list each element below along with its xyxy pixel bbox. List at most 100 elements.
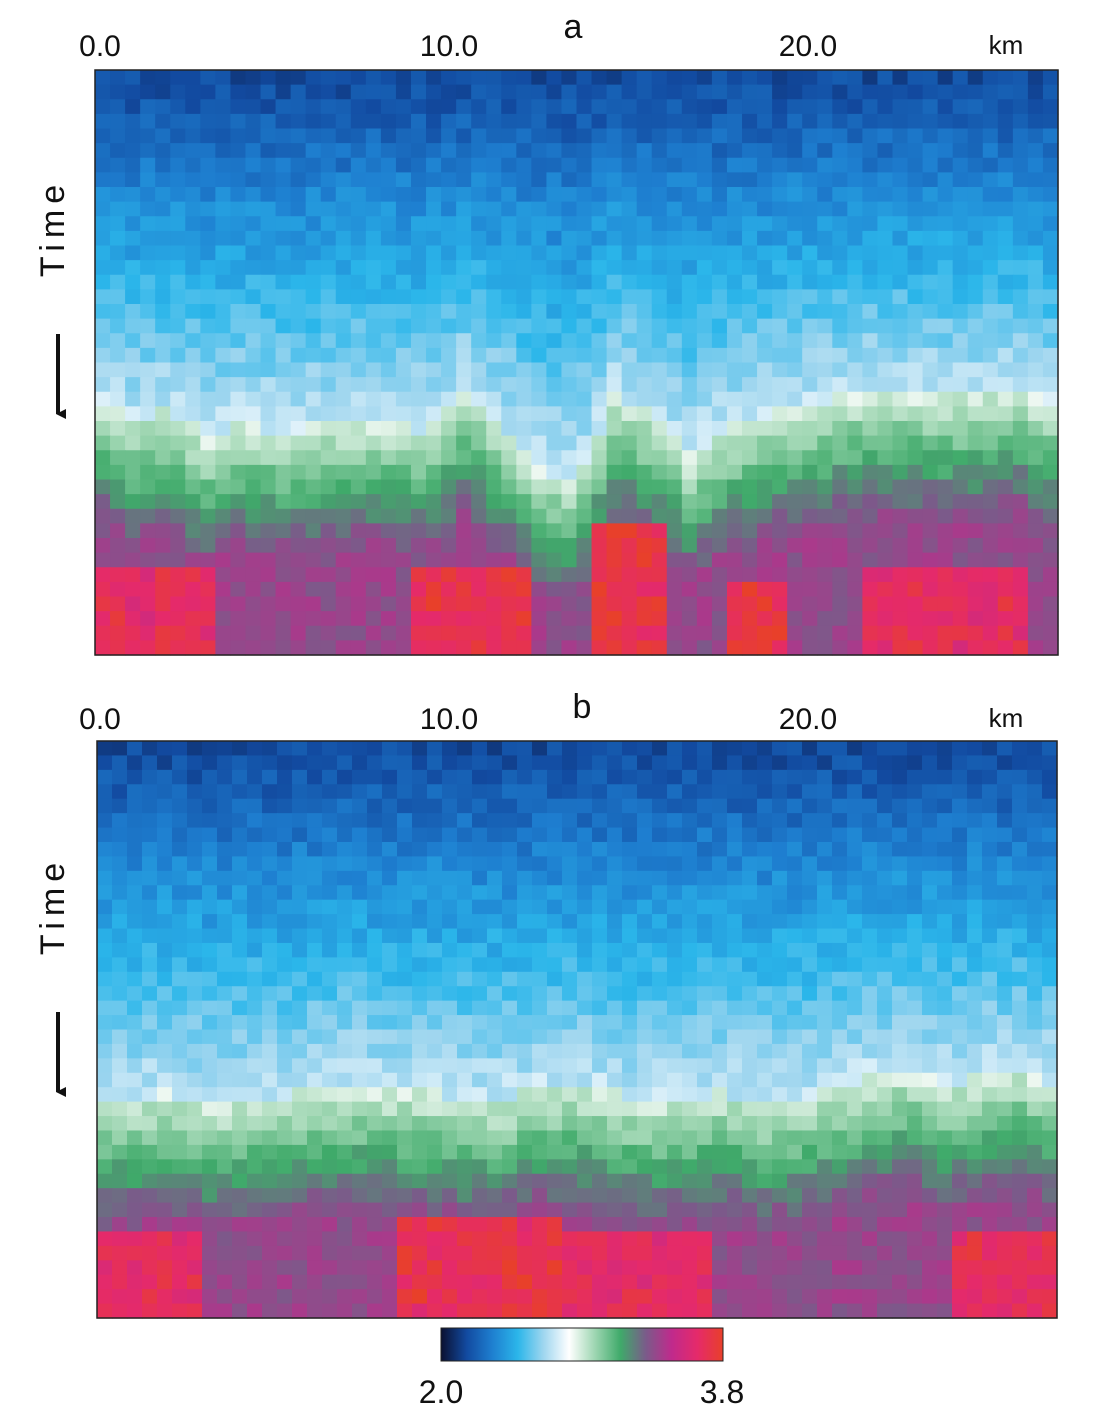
heatmap-cell [367,1116,383,1132]
heatmap-cell [157,856,173,872]
heatmap-cell [382,1188,398,1204]
heatmap-cell [937,157,954,173]
heatmap-cell [127,1231,143,1247]
heatmap-cell [337,1000,353,1016]
heatmap-cell [742,1087,758,1103]
heatmap-cell [892,1245,908,1261]
heatmap-cell [757,113,773,130]
heatmap-cell [335,567,352,583]
heatmap-cell [472,755,488,771]
heatmap-cell [426,143,442,159]
heatmap-cell [397,1029,413,1045]
heatmap-cell [185,172,201,188]
heatmap-cell [352,827,368,843]
heatmap-cell [187,1087,203,1103]
heatmap-cell [245,377,262,393]
heatmap-cell [667,1029,683,1045]
heatmap-cell [427,741,443,757]
heatmap-cell [215,450,232,466]
heatmap-cell [1012,274,1029,290]
heatmap-cell [682,971,698,987]
heatmap-cell [97,1101,113,1117]
heatmap-cell [247,1130,263,1146]
heatmap-cell [457,1000,473,1016]
heatmap-cell [1012,813,1028,829]
heatmap-cell [652,957,668,973]
heatmap-cell [382,928,398,944]
heatmap-cell [982,957,998,973]
heatmap-cell [260,347,277,364]
heatmap-cell [802,1087,818,1103]
heatmap-cell [982,1245,998,1261]
heatmap-cell [877,1217,893,1233]
heatmap-cell [157,841,173,858]
heatmap-cell [907,1217,923,1233]
heatmap-cell [380,260,397,276]
heatmap-cell [471,289,487,305]
heatmap-cell [232,1130,248,1146]
heatmap-cell [412,885,428,901]
heatmap-cell [202,1101,218,1117]
heatmap-cell [907,784,923,800]
heatmap-cell [307,1173,323,1189]
heatmap-cell [185,391,201,407]
heatmap-cell [817,885,833,901]
heatmap-cell [636,84,653,100]
heatmap-cell [292,1274,308,1290]
heatmap-cell [562,1029,578,1045]
heatmap-cell [441,70,457,86]
heatmap-cell [247,827,263,843]
heatmap-cell [502,1087,518,1103]
heatmap-cell [877,450,894,466]
heatmap-cell [1042,1231,1058,1247]
heatmap-cell [561,581,578,598]
heatmap-cell [185,333,201,349]
heatmap-cell [531,362,548,378]
heatmap-cell [142,827,158,843]
heatmap-cell [967,289,984,305]
heatmap-cell [427,813,443,829]
heatmap-cell [275,333,292,349]
heatmap-cell [97,1274,113,1290]
heatmap-cell [802,899,818,915]
heatmap-cell [546,230,563,247]
heatmap-cell [215,625,232,641]
heatmap-cell [217,841,233,858]
heatmap-cell [787,1029,803,1045]
heatmap-cell [501,538,517,554]
heatmap-cell [727,1159,743,1175]
heatmap-cell [862,1116,878,1132]
heatmap-cell [350,113,367,130]
heatmap-cell [982,552,999,568]
heatmap-cell [832,230,848,247]
heatmap-cell [787,841,803,858]
heatmap-cell [787,899,803,915]
heatmap-cell [502,784,518,800]
heatmap-cell [562,914,578,930]
heatmap-cell [142,1217,158,1233]
heatmap-cell [997,391,1014,407]
heatmap-cell [365,596,382,612]
heatmap-cell [1042,625,1059,641]
heatmap-cell [215,640,232,656]
heatmap-cell [172,1260,188,1276]
heatmap-cell [621,464,638,481]
heatmap-cell [726,128,743,144]
heatmap-cell [742,769,758,785]
heatmap-cell [802,128,818,144]
heatmap-cell [726,479,743,495]
heatmap-cell [621,523,638,539]
heatmap-cell [1042,986,1058,1002]
heatmap-cell [260,406,277,422]
heatmap-cell [442,798,458,814]
heatmap-cell [922,885,938,901]
heatmap-cell [230,435,247,451]
heatmap-cell [667,1130,683,1146]
heatmap-cell [230,172,247,188]
heatmap-cell [307,1072,323,1088]
heatmap-cell [335,172,352,188]
heatmap-cell [577,1015,593,1031]
heatmap-cell [562,1173,578,1189]
heatmap-cell [380,450,397,466]
heatmap-cell [562,1260,578,1276]
